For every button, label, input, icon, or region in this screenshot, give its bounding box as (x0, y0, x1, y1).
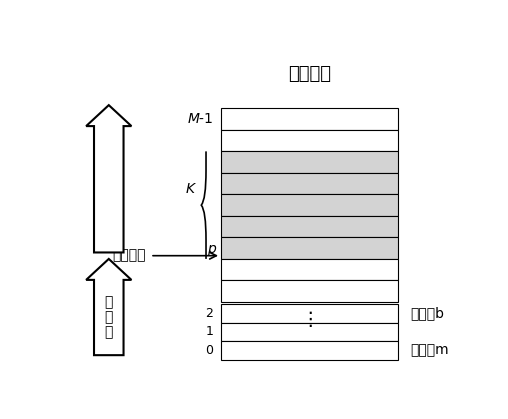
Bar (221, 130, 398, 151)
Bar (221, 280, 398, 302)
Text: 计数器b: 计数器b (410, 306, 444, 320)
Bar (221, 304, 398, 323)
Text: $K$: $K$ (185, 182, 197, 196)
Polygon shape (86, 259, 132, 355)
Bar (221, 216, 398, 238)
Polygon shape (86, 105, 132, 253)
Text: 计数器m: 计数器m (410, 344, 449, 358)
Bar (221, 259, 398, 280)
Text: $p$: $p$ (207, 243, 217, 258)
Text: 旧
页
面: 旧 页 面 (105, 295, 113, 340)
Bar (221, 151, 398, 173)
Text: 物理页面: 物理页面 (288, 65, 331, 83)
Bar (221, 109, 398, 130)
Bar (221, 238, 398, 259)
Text: 0: 0 (205, 344, 213, 357)
Bar (221, 323, 398, 341)
Bar (221, 173, 398, 194)
Text: 中心指针: 中心指针 (113, 249, 146, 263)
Bar (221, 194, 398, 216)
Text: ⋮: ⋮ (300, 310, 320, 329)
Text: $M$-1: $M$-1 (186, 112, 213, 126)
Text: 1: 1 (205, 326, 213, 339)
Text: 2: 2 (205, 307, 213, 320)
Bar (221, 341, 398, 360)
